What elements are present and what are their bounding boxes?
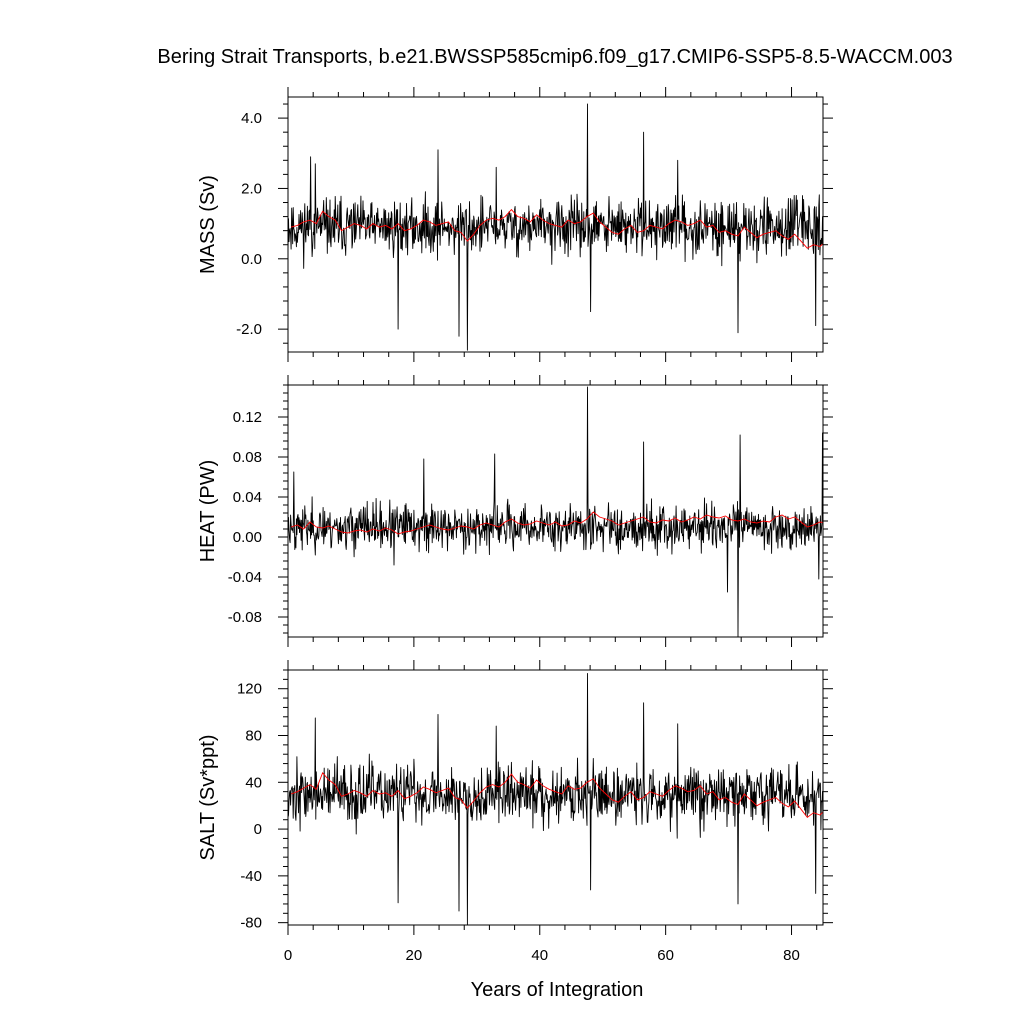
y-tick-label: 0.08 — [233, 449, 262, 466]
x-axis-title: Years of Integration — [471, 979, 644, 1001]
panel-plot-area — [288, 673, 823, 925]
chart-title: Bering Strait Transports, b.e21.BWSSP585… — [157, 46, 953, 68]
y-tick-label: 0.12 — [233, 409, 262, 426]
x-tick-label: 40 — [531, 947, 548, 964]
annual-mean-series-line — [290, 208, 823, 249]
y-tick-label: 0 — [254, 821, 262, 838]
monthly-series-line — [288, 673, 823, 925]
y-axis-title: MASS (Sv) — [197, 175, 219, 274]
x-tick-label: 0 — [284, 947, 292, 964]
panel-1: 4.0 2.0 0.0 -2.0 MASS (Sv) — [197, 87, 833, 362]
y-tick-label: -40 — [240, 868, 262, 885]
y-tick-label: 0.00 — [233, 529, 262, 546]
panel-2: 0.12 0.08 0.04 0.00 -0.04 -0.08 HEAT (PW) — [197, 375, 833, 647]
y-tick-label: -80 — [240, 915, 262, 932]
panel-frame — [287, 384, 824, 638]
y-tick-label: 120 — [237, 681, 262, 698]
panel-frame — [287, 669, 824, 926]
panel-3: 120 80 40 0 -40 -80 SALT (Sv*ppt) 0 20 40 60 80 — [197, 660, 833, 964]
x-tick-label: 80 — [783, 947, 800, 964]
annual-mean-series-line — [290, 511, 823, 535]
x-tick-label: 20 — [406, 947, 423, 964]
y-tick-label: -2.0 — [236, 321, 262, 338]
y-tick-label: 2.0 — [241, 180, 262, 197]
annual-mean-series-line — [290, 772, 823, 819]
monthly-series-line — [288, 386, 823, 637]
x-tick-label: 60 — [657, 947, 674, 964]
y-tick-label: 4.0 — [241, 110, 262, 127]
y-tick-label: 0.04 — [233, 489, 262, 506]
panel-plot-area — [288, 386, 823, 637]
y-tick-label: 0.0 — [241, 251, 262, 268]
y-tick-label: 40 — [245, 774, 262, 791]
panel-plot-area — [288, 103, 823, 351]
y-tick-label: 80 — [245, 728, 262, 745]
y-axis-title: SALT (Sv*ppt) — [197, 735, 219, 861]
y-tick-label: -0.04 — [228, 569, 262, 586]
y-tick-label: -0.08 — [228, 609, 262, 626]
y-axis-title: HEAT (PW) — [197, 460, 219, 563]
panels-layer: 4.0 2.0 0.0 -2.0 MASS (Sv) 0.12 0.08 0.04 0.00 -0… — [197, 87, 833, 964]
panel-frame — [287, 96, 824, 353]
